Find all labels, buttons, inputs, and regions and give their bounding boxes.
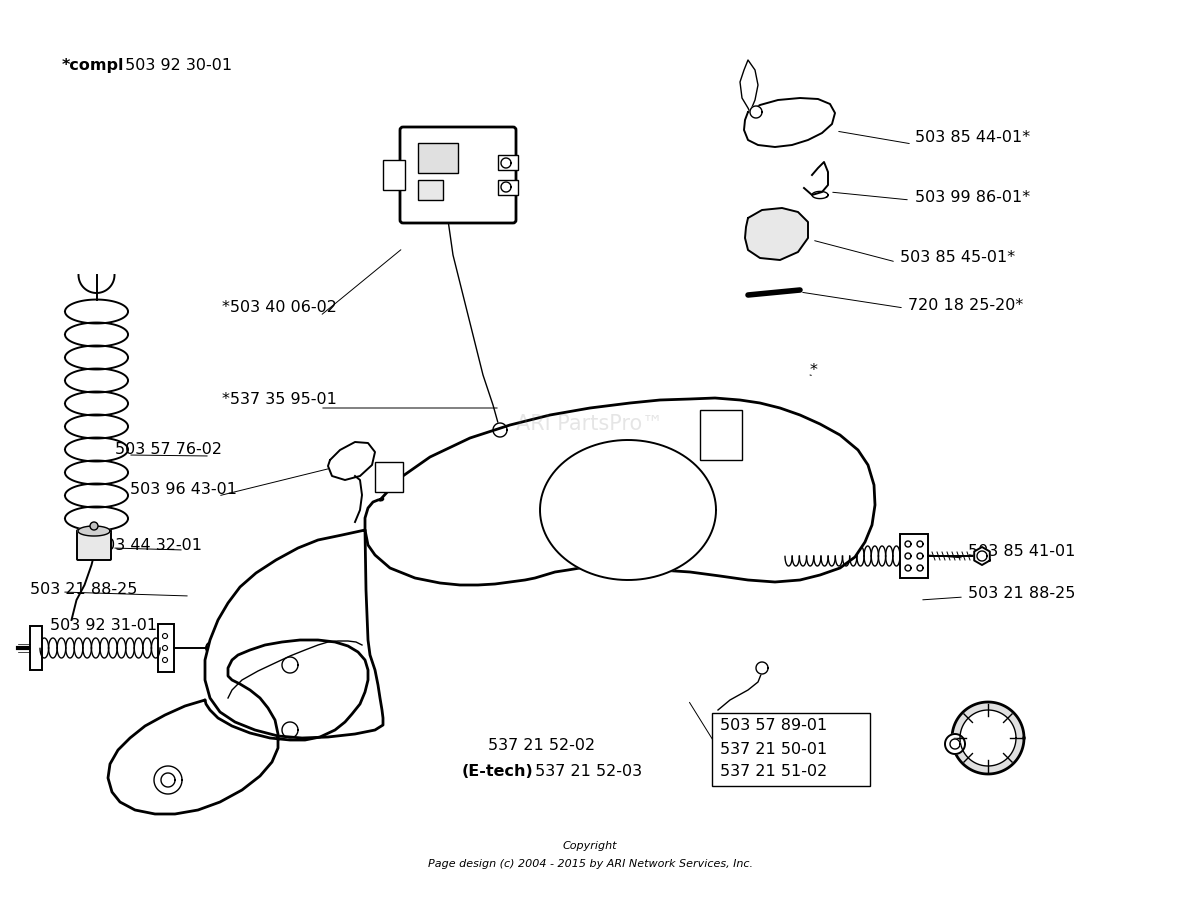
- Text: *: *: [809, 363, 818, 378]
- Polygon shape: [740, 60, 758, 112]
- Bar: [498, 180, 518, 195]
- Bar: [375, 462, 404, 492]
- Text: 503 92 30-01: 503 92 30-01: [120, 58, 232, 73]
- Polygon shape: [905, 553, 911, 559]
- Polygon shape: [917, 553, 923, 559]
- Polygon shape: [163, 646, 168, 650]
- Text: 537 21 50-01: 537 21 50-01: [720, 741, 827, 757]
- Polygon shape: [952, 702, 1024, 774]
- Polygon shape: [917, 565, 923, 571]
- Text: 537 21 52-02: 537 21 52-02: [489, 738, 595, 752]
- Text: *503 40 06-02: *503 40 06-02: [222, 300, 336, 316]
- Text: 503 44 32-01: 503 44 32-01: [96, 538, 202, 553]
- Text: *537 35 95-01: *537 35 95-01: [222, 392, 336, 408]
- Text: 503 85 41-01: 503 85 41-01: [968, 544, 1075, 558]
- Bar: [498, 155, 518, 170]
- Polygon shape: [493, 423, 507, 437]
- Polygon shape: [905, 565, 911, 571]
- Polygon shape: [502, 182, 511, 192]
- Text: 503 99 86-01*: 503 99 86-01*: [914, 190, 1030, 206]
- Text: ARI PartsPro™: ARI PartsPro™: [517, 414, 663, 434]
- Text: 720 18 25-20*: 720 18 25-20*: [907, 298, 1023, 312]
- FancyBboxPatch shape: [400, 127, 516, 223]
- Text: 503 21 88-25: 503 21 88-25: [968, 586, 1075, 602]
- Text: 503 85 44-01*: 503 85 44-01*: [914, 131, 1030, 145]
- Polygon shape: [78, 526, 110, 536]
- Text: 503 92 31-01: 503 92 31-01: [50, 618, 157, 632]
- Polygon shape: [365, 398, 876, 585]
- Text: Page design (c) 2004 - 2015 by ARI Network Services, Inc.: Page design (c) 2004 - 2015 by ARI Netwo…: [427, 859, 753, 869]
- Polygon shape: [155, 766, 182, 794]
- Bar: [384, 160, 405, 190]
- Polygon shape: [745, 208, 808, 260]
- Bar: [700, 410, 742, 460]
- Polygon shape: [917, 541, 923, 547]
- Text: 503 85 45-01*: 503 85 45-01*: [900, 251, 1015, 265]
- Polygon shape: [282, 722, 299, 738]
- Polygon shape: [961, 710, 1016, 766]
- Text: 537 21 52-03: 537 21 52-03: [530, 765, 642, 779]
- Polygon shape: [977, 551, 986, 561]
- Bar: [418, 180, 442, 200]
- Text: 537 21 51-02: 537 21 51-02: [720, 765, 827, 779]
- Text: Copyright: Copyright: [563, 841, 617, 851]
- Bar: [712, 713, 870, 786]
- Polygon shape: [160, 773, 175, 787]
- Polygon shape: [205, 530, 384, 738]
- Text: 503 57 89-01: 503 57 89-01: [720, 719, 827, 733]
- Bar: [900, 534, 927, 578]
- Bar: [158, 624, 173, 672]
- Polygon shape: [745, 98, 835, 147]
- Bar: [30, 626, 42, 670]
- Polygon shape: [950, 739, 961, 749]
- Bar: [418, 143, 458, 173]
- Circle shape: [90, 522, 98, 530]
- Polygon shape: [282, 657, 299, 673]
- Polygon shape: [109, 640, 368, 814]
- Text: 503 57 76-02: 503 57 76-02: [114, 443, 222, 457]
- Polygon shape: [163, 633, 168, 639]
- Polygon shape: [163, 658, 168, 662]
- Text: *compl: *compl: [63, 58, 125, 73]
- Text: 503 96 43-01: 503 96 43-01: [130, 483, 237, 498]
- Polygon shape: [750, 106, 762, 118]
- Polygon shape: [945, 734, 965, 754]
- Polygon shape: [905, 541, 911, 547]
- Text: 503 21 88-25: 503 21 88-25: [30, 583, 137, 597]
- Polygon shape: [540, 440, 716, 580]
- Polygon shape: [975, 547, 990, 565]
- Circle shape: [209, 645, 215, 651]
- Polygon shape: [756, 662, 768, 674]
- Polygon shape: [502, 158, 511, 168]
- Polygon shape: [328, 442, 375, 480]
- FancyBboxPatch shape: [77, 530, 111, 560]
- Text: (E-tech): (E-tech): [463, 765, 533, 779]
- Circle shape: [206, 642, 218, 654]
